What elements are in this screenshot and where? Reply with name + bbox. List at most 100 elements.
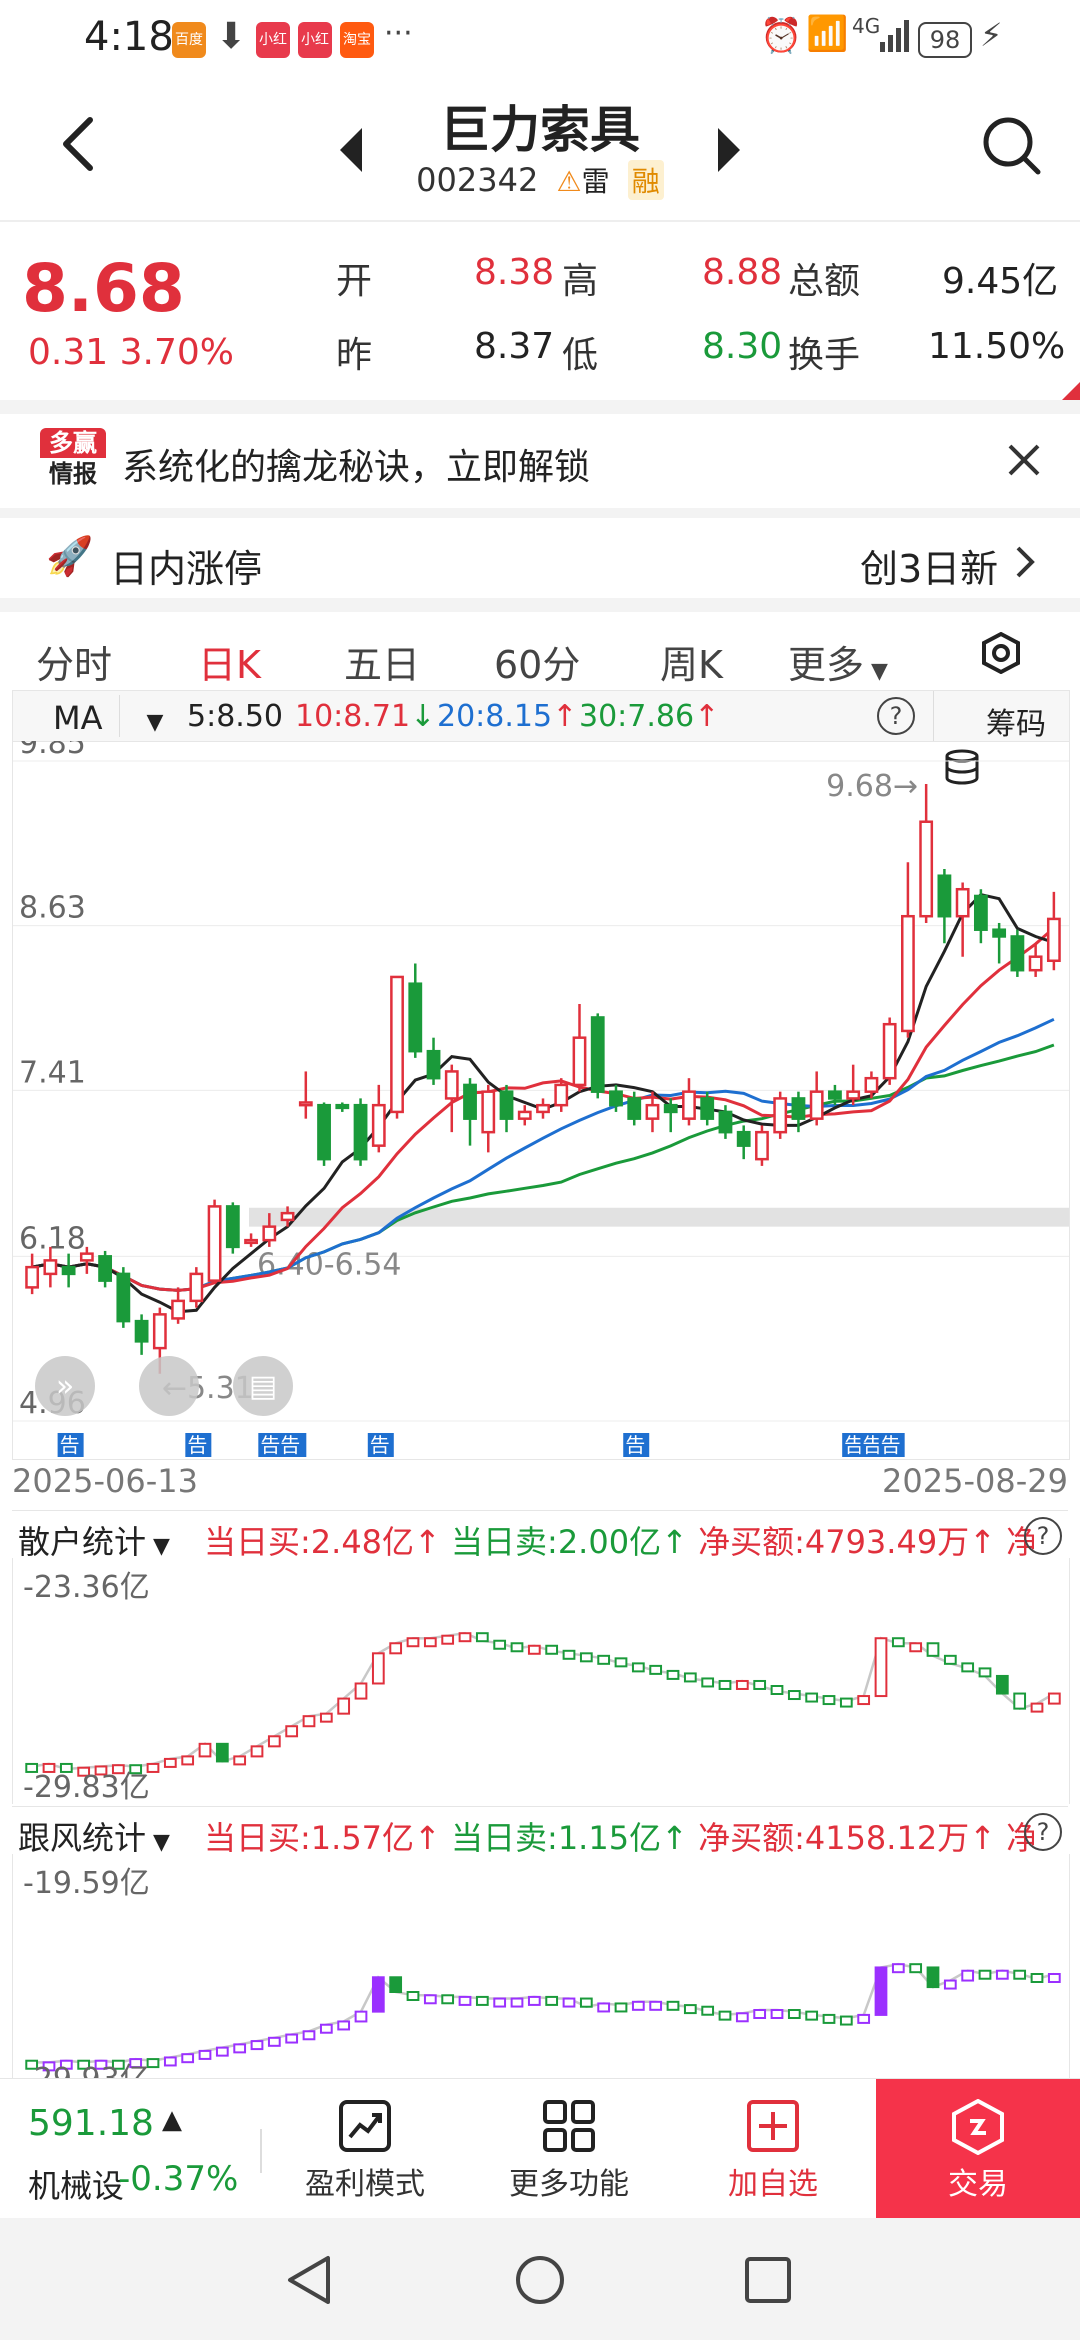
sector-index[interactable]: 591.18 ▲ 机械设 -0.37% (0, 2079, 260, 2219)
high-label: 高 (562, 261, 599, 302)
follower-stats-selector[interactable]: 跟风统计 ▼ (18, 1813, 170, 1859)
candle (1028, 943, 1043, 977)
notice-tag-bg (367, 1433, 394, 1457)
candle-body (645, 1103, 660, 1120)
down-arrow-icon: ↓ (410, 699, 436, 734)
kline-chart[interactable]: MA ▼ 5:8.50 10:8.71↓ 20:8.15↑ 30:7.86↑ ? … (12, 690, 1070, 1460)
retail-stats-selector[interactable]: 散户统计 ▼ (18, 1517, 170, 1563)
candle-body (43, 1259, 58, 1276)
candle-body (773, 1097, 788, 1134)
risk-tag[interactable]: ⚠雷 (553, 160, 614, 200)
candle-body (280, 1211, 295, 1222)
indicator-bar (215, 1742, 229, 1763)
date-start: 2025-06-13 (12, 1462, 198, 1500)
float-button-circle (233, 1356, 293, 1416)
kline-plot[interactable]: 9.858.637.416.184.966.40-6.549.68→←5.31»… (13, 741, 1069, 1459)
indicator-bar (354, 2010, 368, 2023)
candle (572, 1003, 587, 1092)
indicator-bar (285, 2033, 299, 2044)
indicator-bar (146, 1762, 160, 1773)
back-icon[interactable] (58, 114, 98, 178)
limit-up-label: 日内涨停 (110, 547, 263, 591)
risk-tag-label: 雷 (581, 165, 610, 198)
profit-mode-button[interactable]: 盈利模式 (290, 2079, 440, 2219)
indicator-bar (822, 1695, 836, 1706)
help-icon[interactable]: ? (1024, 1813, 1062, 1851)
search-icon[interactable] (982, 116, 1042, 180)
battery-icon: 98 (918, 22, 972, 58)
more-notifications: ··· (384, 16, 413, 51)
indicator-bar (909, 1963, 923, 1974)
candle-body (901, 914, 915, 1033)
ma-selector-label: MA (53, 699, 103, 737)
candle (1046, 891, 1061, 971)
candle (791, 1091, 806, 1133)
nav-back-icon[interactable] (284, 2254, 334, 2310)
add-favorite-button[interactable]: 加自选 (698, 2079, 848, 2219)
indicator-bar (1013, 1969, 1027, 1980)
nav-recents-icon[interactable] (744, 2256, 792, 2308)
app-notification-icon: 淘宝 (340, 22, 374, 58)
indicator-bar (666, 1669, 680, 1680)
prev-stock-icon[interactable] (340, 128, 364, 176)
candle-body (536, 1103, 550, 1114)
logo-top-text: 多赢 (40, 428, 106, 458)
bottom-toolbar: 591.18 ▲ 机械设 -0.37% 盈利模式 更多功能 加自选 交易 (0, 2078, 1080, 2219)
margin-tag[interactable]: 融 (627, 160, 664, 200)
indicator-bar (198, 1742, 212, 1758)
help-icon[interactable]: ? (877, 697, 915, 735)
indicator-bar (319, 1712, 333, 1723)
candle-body (627, 1097, 642, 1120)
notice-tag: 告 (862, 1433, 882, 1457)
candle-body (426, 1049, 441, 1080)
candle-body (25, 1265, 40, 1289)
trade-button[interactable]: 交易 (876, 2079, 1080, 2219)
indicator-bar (406, 1991, 420, 2001)
indicator-bar (770, 2009, 784, 2019)
retail-stats-chart[interactable]: -23.36亿 -29.83亿 (12, 1558, 1070, 1805)
chip-button[interactable]: 筹码 (933, 691, 1070, 785)
nav-home-icon[interactable] (514, 2254, 566, 2310)
help-icon[interactable]: ? (1024, 1517, 1062, 1555)
more-functions-label: 更多功能 (509, 2167, 629, 2202)
ma-selector[interactable]: MA ▼ (53, 699, 163, 737)
max-price-label: 9.68→ (826, 769, 918, 804)
tab-weekly-k[interactable]: 周K (660, 643, 723, 687)
chart-float-button (139, 1356, 199, 1416)
indicator-bar (527, 1644, 541, 1655)
tab-five-day[interactable]: 五日 (344, 643, 421, 687)
candle-body (791, 1097, 806, 1120)
indicator-bar (579, 1652, 593, 1663)
close-icon[interactable] (1006, 442, 1042, 482)
candle (98, 1250, 113, 1288)
candle (937, 868, 952, 944)
limit-up-row[interactable]: 🚀 日内涨停 创3日新 (0, 508, 1080, 608)
indicator-bar (94, 1765, 108, 1776)
indicator-bar (77, 2059, 91, 2070)
promo-banner[interactable]: 多赢 情报 系统化的擒龙秘诀，立即解锁 (0, 400, 1080, 522)
tab-daily-k[interactable]: 日K (198, 643, 261, 687)
y-tick-label: 8.63 (19, 891, 86, 926)
indicator-bar (146, 2058, 160, 2069)
indicator-bar (874, 1637, 888, 1698)
indicator-bar (59, 1762, 73, 1773)
ma10-text: 10:8.71 (295, 699, 411, 734)
candle (736, 1125, 751, 1160)
follower-stats-chart[interactable]: -19.59亿 -29.93亿 (12, 1854, 1070, 2078)
candle (590, 1013, 605, 1099)
candle (645, 1091, 660, 1133)
tab-timeshare[interactable]: 分时 (36, 643, 113, 687)
retail-net: 净买额:4793.49万↑ (698, 1523, 996, 1561)
candle (134, 1314, 149, 1355)
indicator-bar (129, 2058, 143, 2069)
candle (207, 1199, 222, 1284)
more-functions-button[interactable]: 更多功能 (494, 2079, 644, 2219)
prev-close-label: 昨 (336, 335, 373, 376)
next-stock-icon[interactable] (716, 128, 740, 176)
settings-icon[interactable] (980, 631, 1022, 678)
indicator-bar (874, 1966, 888, 2016)
indicator-bar (631, 2000, 645, 2011)
tab-more[interactable]: 更多 ▼ (788, 634, 888, 689)
tab-60min[interactable]: 60分 (494, 643, 581, 687)
chevron-right-icon[interactable] (1014, 544, 1036, 584)
